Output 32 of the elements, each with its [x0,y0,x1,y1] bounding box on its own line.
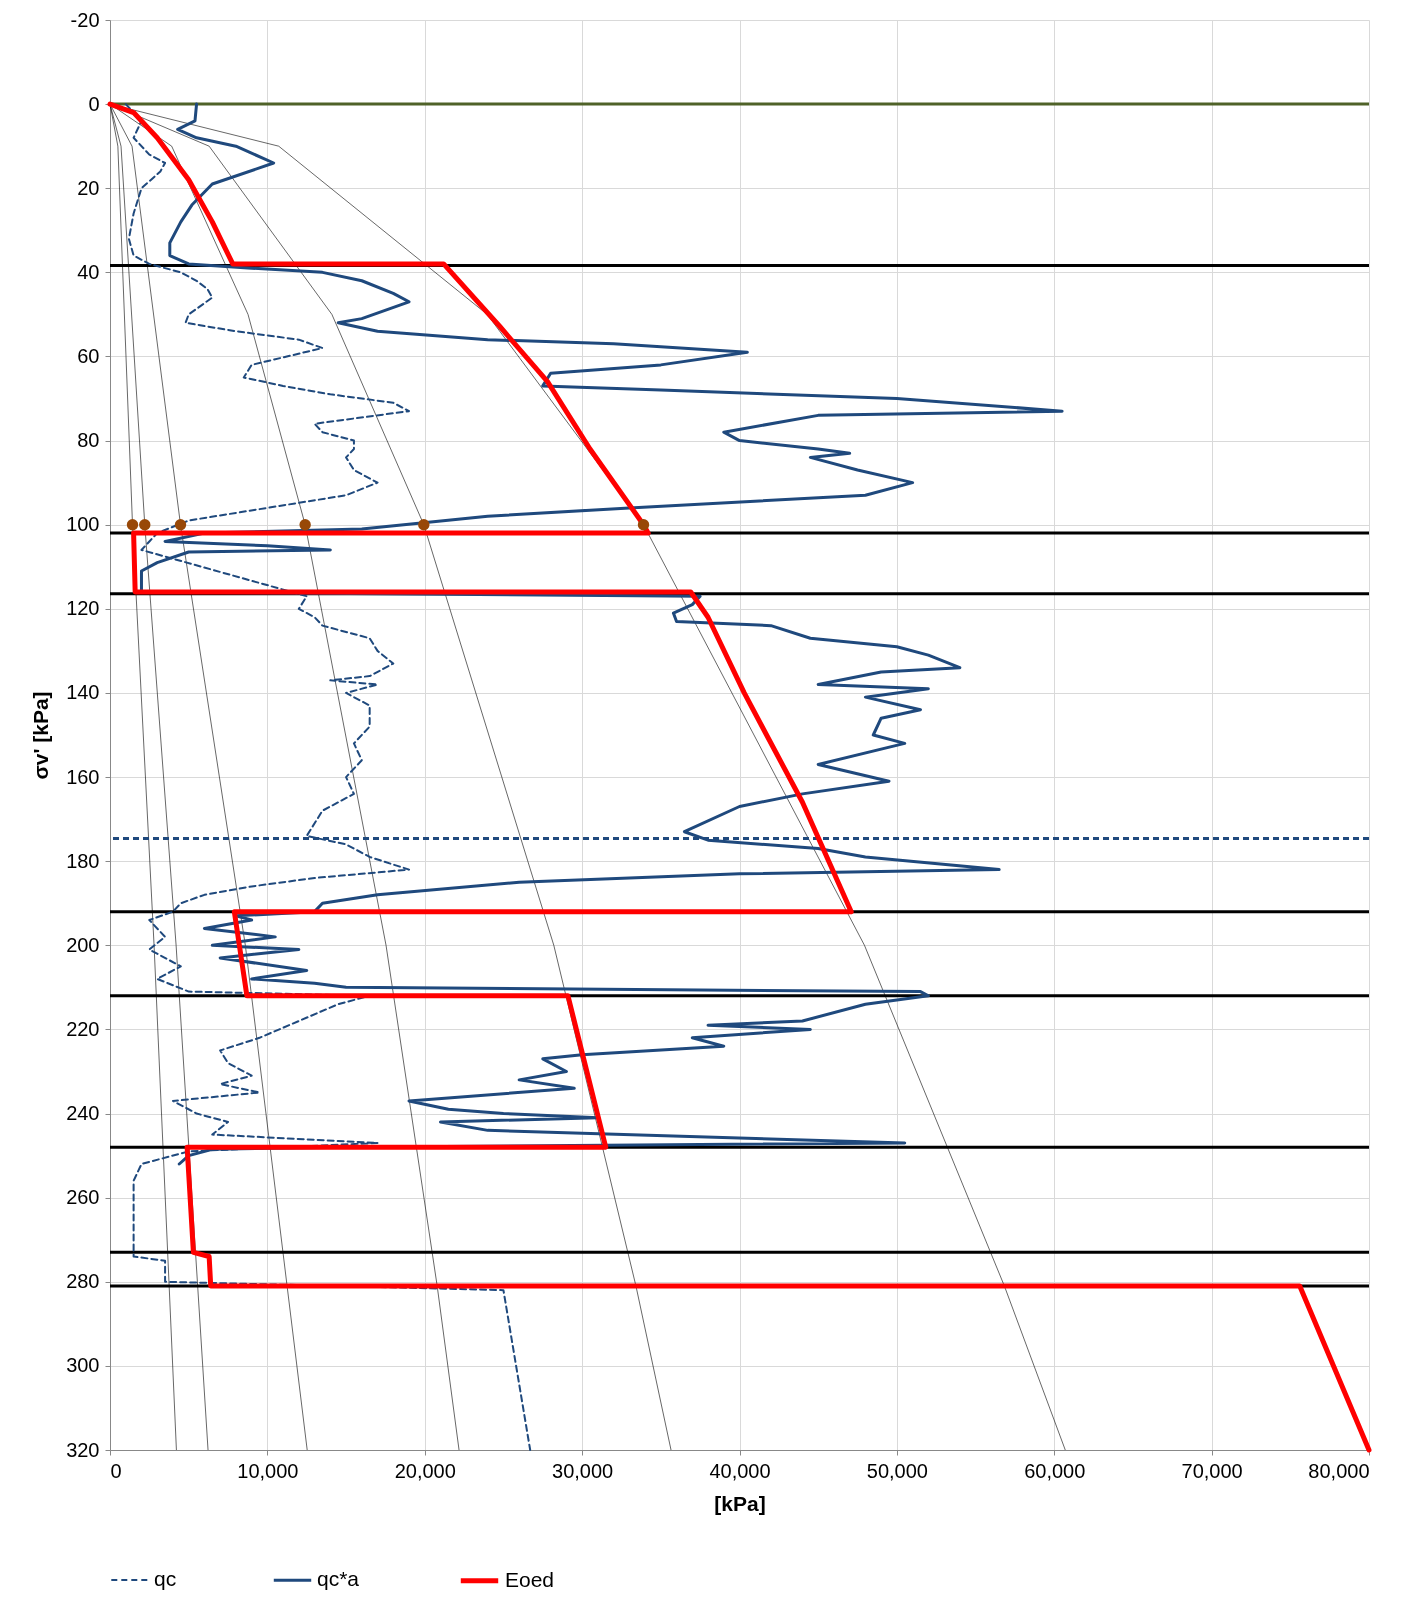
y-tick-label: 160 [66,765,100,788]
y-tick-label: 300 [66,1354,100,1377]
y-tick-label: 240 [66,1102,100,1125]
x-tick-label: 70,000 [1181,1459,1243,1482]
y-tick-label: 220 [66,1017,100,1040]
y-tick-label: 20 [77,176,100,199]
x-tick-label: 20,000 [394,1459,456,1482]
y-tick-label: 260 [66,1186,100,1209]
y-tick-label: 40 [77,260,100,283]
x-tick-label: 30,000 [552,1459,614,1482]
y-tick-label: 320 [66,1438,100,1461]
x-tick-label: 50,000 [866,1459,928,1482]
y-tick-label: 60 [77,344,100,367]
y-tick-label: 80 [77,429,100,452]
legend-label: qc [154,1567,177,1590]
y-tick-label: 100 [66,513,100,536]
y-tick-label: 180 [66,849,100,872]
x-axis-title: [kPa] [714,1491,766,1515]
y-tick-label: 280 [66,1270,100,1293]
x-tick-label: 60,000 [1024,1459,1086,1482]
y-tick-label: 0 [88,92,100,115]
y-tick-label: 200 [66,933,100,956]
legend-label: Eoed [505,1567,555,1591]
y-tick-label: -20 [70,8,100,31]
x-tick-label: 80,000 [1308,1459,1370,1482]
legend-label: qc*a [317,1567,360,1591]
x-tick-label: 10,000 [237,1459,299,1482]
x-tick-label: 40,000 [709,1459,771,1482]
y-axis-title: σv' [kPa] [29,691,53,780]
x-tick-label: 0 [110,1459,122,1482]
y-tick-label: 140 [66,681,100,704]
y-tick-label: 120 [66,597,100,620]
